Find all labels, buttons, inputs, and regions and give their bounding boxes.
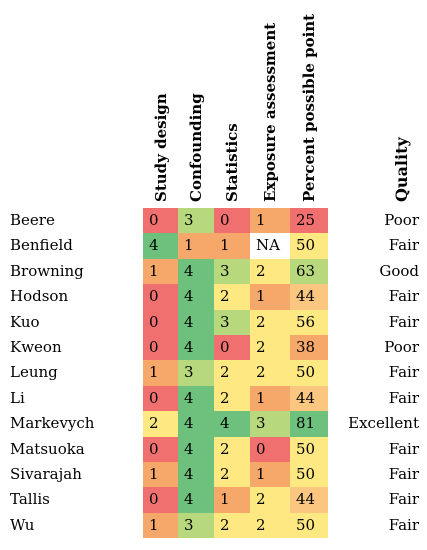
quality-rating: Fair xyxy=(388,287,419,306)
score-cell: 44 xyxy=(290,487,328,513)
score-cell: 3 xyxy=(178,360,214,386)
score-cell: 2 xyxy=(214,360,250,386)
quality-rating: Fair xyxy=(388,312,419,331)
quality-rating: Fair xyxy=(388,363,419,382)
score-cell: 4 xyxy=(178,436,214,462)
score-cell: 50 xyxy=(290,436,328,462)
score-cell: 0 xyxy=(143,436,178,462)
score-cell: 0 xyxy=(143,208,178,234)
score-cell: 0 xyxy=(214,335,250,361)
header-percent-possible-point: Percent possible point xyxy=(300,13,318,202)
score-cell: 2 xyxy=(143,411,178,437)
quality-rating: Poor xyxy=(384,338,419,356)
header-statistics: Statistics xyxy=(223,123,241,202)
study-name: Leung xyxy=(10,363,58,382)
score-cell: 3 xyxy=(214,309,250,335)
score-cell: 4 xyxy=(178,385,214,412)
study-name: Beere xyxy=(10,211,55,229)
score-cell: 0 xyxy=(143,487,178,513)
score-cell: 1 xyxy=(250,284,290,310)
score-cell: 3 xyxy=(178,208,214,234)
score-cell: 81 xyxy=(290,411,328,437)
score-cell: 1 xyxy=(250,462,290,488)
score-cell: 4 xyxy=(178,335,214,361)
score-cell: 1 xyxy=(250,385,290,412)
score-cell: 56 xyxy=(290,309,328,335)
score-cell: 25 xyxy=(290,208,328,234)
score-cell: 4 xyxy=(143,233,178,259)
score-cell: 2 xyxy=(214,284,250,310)
study-name: Wu xyxy=(10,515,35,534)
study-name: Matsuoka xyxy=(10,439,85,458)
study-name: Markevych xyxy=(10,414,95,433)
quality-rating: Poor xyxy=(384,211,419,229)
score-cell: 0 xyxy=(250,436,290,462)
quality-rating: Fair xyxy=(388,439,419,458)
quality-rating: Fair xyxy=(388,515,419,534)
score-cell: 1 xyxy=(178,233,214,259)
score-cell: 2 xyxy=(250,487,290,513)
score-cell: 2 xyxy=(250,309,290,335)
header-quality: Quality xyxy=(392,137,411,202)
score-cell: 4 xyxy=(178,284,214,310)
quality-rating: Fair xyxy=(388,236,419,255)
quality-rating: Fair xyxy=(388,388,419,407)
header-exposure-assessment: Exposure assessment xyxy=(261,22,279,202)
score-cell: 3 xyxy=(214,258,250,285)
study-name: Sivarajah xyxy=(10,465,82,483)
study-name: Tallis xyxy=(10,490,50,509)
score-cell: 38 xyxy=(290,335,328,361)
score-cell: 4 xyxy=(178,258,214,285)
score-cell: 1 xyxy=(250,208,290,234)
score-cell: 50 xyxy=(290,512,328,539)
score-cell: 2 xyxy=(214,436,250,462)
score-cell: NA xyxy=(250,233,290,259)
score-cell: 50 xyxy=(290,360,328,386)
score-cell: 2 xyxy=(250,512,290,539)
score-cell: 4 xyxy=(178,309,214,335)
study-name: Kweon xyxy=(10,338,62,356)
score-cell: 0 xyxy=(143,309,178,335)
score-cell: 1 xyxy=(143,512,178,539)
score-cell: 2 xyxy=(214,462,250,488)
score-cell: 3 xyxy=(250,411,290,437)
quality-rating: Fair xyxy=(388,465,419,483)
quality-rating: Fair xyxy=(388,490,419,509)
score-cell: 2 xyxy=(250,258,290,285)
score-cell: 0 xyxy=(143,335,178,361)
score-cell: 0 xyxy=(143,284,178,310)
score-cell: 1 xyxy=(143,462,178,488)
score-cell: 50 xyxy=(290,462,328,488)
score-cell: 63 xyxy=(290,258,328,285)
study-name: Li xyxy=(10,388,25,407)
score-cell: 4 xyxy=(178,487,214,513)
study-name: Hodson xyxy=(10,287,69,306)
score-cell: 44 xyxy=(290,284,328,310)
header-confounding: Confounding xyxy=(187,93,205,202)
study-name: Browning xyxy=(10,261,84,280)
study-name: Kuo xyxy=(10,312,40,331)
score-cell: 4 xyxy=(214,411,250,437)
score-cell: 4 xyxy=(178,462,214,488)
score-cell: 2 xyxy=(250,335,290,361)
score-cell: 4 xyxy=(178,411,214,437)
score-cell: 1 xyxy=(214,487,250,513)
score-cell: 1 xyxy=(143,258,178,285)
score-cell: 2 xyxy=(250,360,290,386)
score-cell: 3 xyxy=(178,512,214,539)
quality-rating: Good xyxy=(379,261,419,280)
study-name: Benfield xyxy=(10,236,73,255)
score-cell: 0 xyxy=(143,385,178,412)
quality-rating: Excellent xyxy=(348,414,419,433)
score-cell: 2 xyxy=(214,385,250,412)
score-cell: 1 xyxy=(214,233,250,259)
score-cell: 2 xyxy=(214,512,250,539)
score-cell: 50 xyxy=(290,233,328,259)
score-cell: 1 xyxy=(143,360,178,386)
score-cell: 0 xyxy=(214,208,250,234)
score-cell: 44 xyxy=(290,385,328,412)
header-study-design: Study design xyxy=(151,93,170,202)
